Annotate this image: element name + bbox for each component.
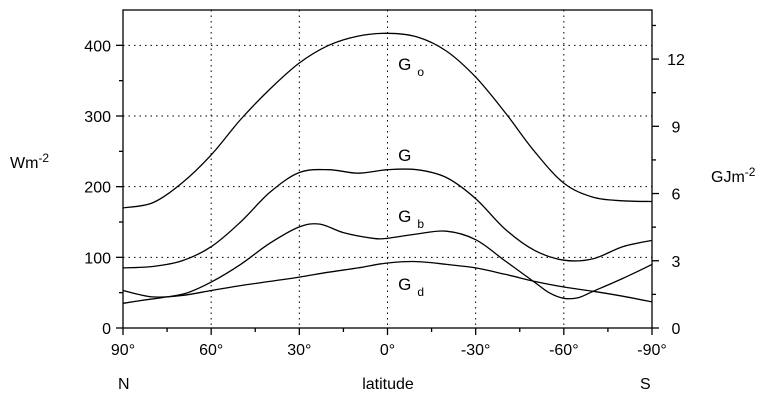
series-line-g-d: [122, 260, 653, 303]
x-tick-label: 90°: [111, 342, 135, 359]
axis-ticks: [116, 24, 659, 335]
x-tick-label: 0°: [380, 342, 395, 359]
y-left-tick-label: 100: [84, 250, 111, 267]
x-axis-title: latitude: [362, 376, 414, 393]
series-label: G: [398, 146, 411, 165]
data-series: [122, 32, 653, 304]
y-left-tick-label: 300: [84, 109, 111, 126]
y-right-tick-label: 12: [667, 52, 685, 69]
series-line-g: [122, 168, 653, 269]
axis-labels: 90° 60° 30° 0° -30° -60° -90° 0 100 200 300 400 0 3 6 9…: [84, 38, 685, 359]
y-axis-right-title: GJm-2: [711, 165, 756, 186]
y-right-tick-label: 3: [672, 254, 681, 271]
x-tick-label: -90°: [637, 342, 667, 359]
y-right-tick-label: 6: [672, 187, 681, 204]
y-axis-left-title: Wm-2: [10, 151, 49, 172]
grid-lines: [123, 10, 652, 328]
y-right-tick-label: 9: [672, 119, 681, 136]
y-right-tick-label: 0: [672, 321, 681, 338]
y-left-tick-label: 200: [84, 180, 111, 197]
x-tick-label: 30°: [287, 342, 311, 359]
x-axis-end-label-right: S: [640, 376, 651, 393]
x-tick-label: 60°: [199, 342, 223, 359]
x-axis-end-label-left: N: [118, 376, 130, 393]
series-line-g-o: [122, 32, 653, 209]
series-line-g-b: [122, 223, 653, 304]
y-left-tick-label: 400: [84, 38, 111, 55]
y-left-tick-label: 0: [102, 321, 111, 338]
x-tick-label: -30°: [461, 342, 491, 359]
x-tick-label: -60°: [549, 342, 579, 359]
